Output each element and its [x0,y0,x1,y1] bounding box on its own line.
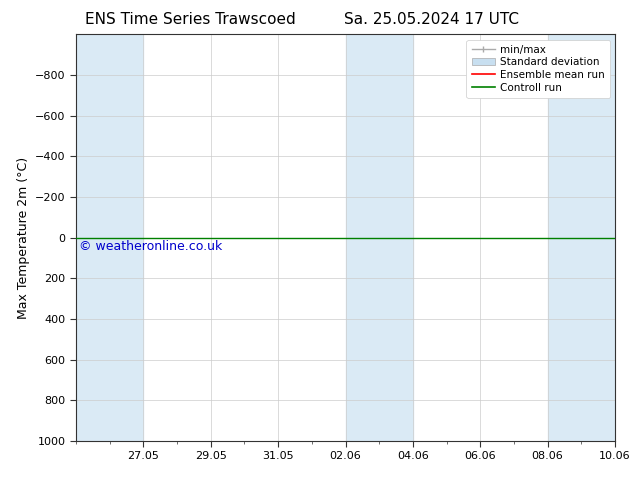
Y-axis label: Max Temperature 2m (°C): Max Temperature 2m (°C) [16,157,30,318]
Text: © weatheronline.co.uk: © weatheronline.co.uk [79,240,222,253]
Text: Sa. 25.05.2024 17 UTC: Sa. 25.05.2024 17 UTC [344,12,519,27]
Text: ENS Time Series Trawscoed: ENS Time Series Trawscoed [85,12,295,27]
Bar [346,34,413,441]
Bar [548,34,615,441]
Legend: min/max, Standard deviation, Ensemble mean run, Controll run: min/max, Standard deviation, Ensemble me… [467,40,610,98]
Bar [76,34,143,441]
